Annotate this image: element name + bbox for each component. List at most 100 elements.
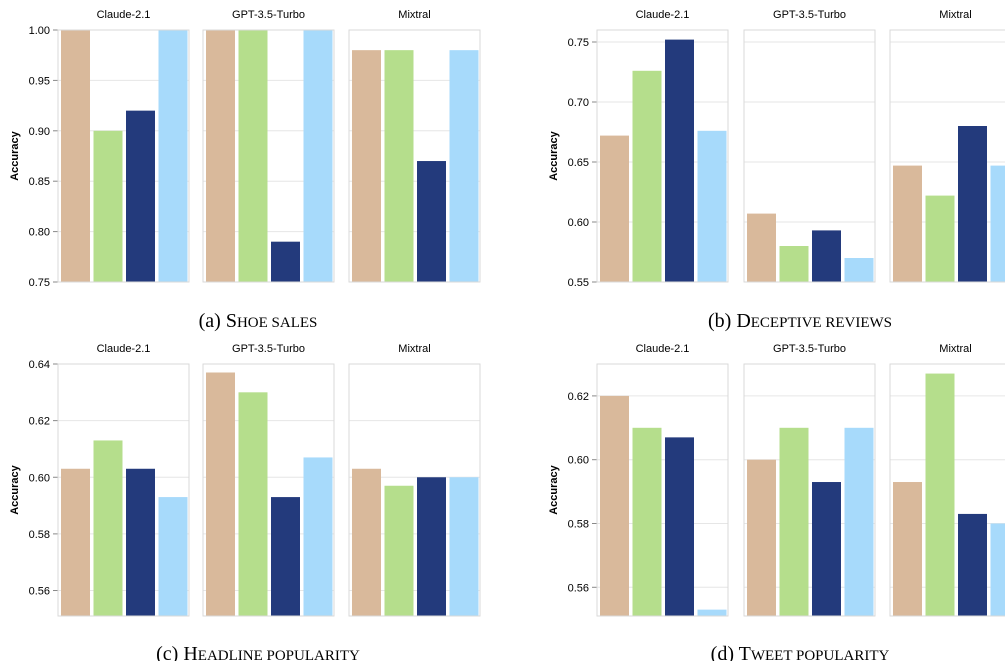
facet-title: GPT-3.5-Turbo <box>773 9 846 21</box>
y-tick-label: 0.62 <box>568 391 589 403</box>
facet-title: Mixtral <box>939 343 971 355</box>
bar <box>844 427 874 616</box>
y-axis-label: Accuracy <box>548 130 560 180</box>
bar <box>126 110 155 282</box>
y-tick-label: 0.60 <box>568 455 589 467</box>
bar <box>990 165 1005 282</box>
bar <box>747 213 776 282</box>
facet-2: Mixtral <box>348 9 481 283</box>
facet-frame <box>348 363 481 617</box>
facet-title: Claude-2.1 <box>97 9 151 21</box>
facet-frame <box>202 29 335 283</box>
facet-2: Mixtral <box>348 343 481 617</box>
facet-title: Claude-2.1 <box>636 9 690 21</box>
bar <box>893 482 922 616</box>
y-tick-label: 0.56 <box>568 582 589 594</box>
y-tick-label: 0.75 <box>568 37 589 49</box>
bar <box>303 457 333 616</box>
bar <box>925 195 955 282</box>
chart-panel-d: Accuracy 0.56 0.58 0.60 0.62 Claude-2.1 GPT-3.… <box>548 343 1005 661</box>
caption-label: (b) <box>708 310 731 332</box>
panel-caption: (c) HEADLINE POPULARITY <box>156 643 360 661</box>
y-axis-label: Accuracy <box>548 464 560 514</box>
facet-frame <box>202 363 335 617</box>
bar <box>93 440 123 616</box>
bar <box>925 373 955 616</box>
caption-label: (d) <box>711 643 734 661</box>
bar <box>126 468 155 616</box>
y-tick-label: 0.70 <box>568 97 589 109</box>
facet-0: Claude-2.1 <box>57 343 190 617</box>
bar <box>61 468 90 616</box>
facet-title: Claude-2.1 <box>97 343 151 355</box>
y-tick-label: 0.56 <box>29 586 50 598</box>
facet-title: GPT-3.5-Turbo <box>232 343 305 355</box>
bar <box>665 437 694 616</box>
y-tick-label: 0.62 <box>29 416 50 428</box>
facet-frame <box>889 29 1005 283</box>
caption-label: (a) <box>199 310 221 332</box>
facet-1: GPT-3.5-Turbo <box>202 9 335 283</box>
panel-caption: (b) DECEPTIVE REVIEWS <box>708 310 892 332</box>
bar <box>206 30 235 282</box>
caption-initial: H <box>183 643 197 661</box>
y-tick-label: 0.65 <box>568 157 589 169</box>
y-tick-label: 0.60 <box>568 217 589 229</box>
facet-frame <box>57 363 190 617</box>
caption-initial: D <box>736 310 750 332</box>
y-tick-label: 0.60 <box>29 472 50 484</box>
caption-rest: ECEPTIVE REVIEWS <box>751 315 892 331</box>
bar <box>449 50 479 282</box>
y-axis-label: Accuracy <box>9 464 21 514</box>
facet-title: GPT-3.5-Turbo <box>773 343 846 355</box>
y-axis-label: Accuracy <box>9 130 21 180</box>
bar <box>990 523 1005 616</box>
bar <box>958 126 987 282</box>
bar <box>206 372 235 616</box>
facet-2: Mixtral <box>889 343 1005 617</box>
bar <box>779 246 809 282</box>
facet-1: GPT-3.5-Turbo <box>743 9 876 283</box>
facet-1: GPT-3.5-Turbo <box>202 343 335 617</box>
caption-label: (c) <box>156 643 178 661</box>
y-tick-label: 1.00 <box>29 25 50 37</box>
bar <box>271 497 300 616</box>
bar <box>303 30 333 282</box>
bar <box>632 70 662 282</box>
bar <box>271 241 300 282</box>
caption-rest: HOE SALES <box>237 315 317 331</box>
caption-initial: S <box>226 310 237 332</box>
facet-frame <box>743 29 876 283</box>
bar <box>632 427 662 616</box>
bar <box>417 477 446 616</box>
bar <box>697 130 727 282</box>
facet-title: Mixtral <box>398 343 430 355</box>
facet-title: Mixtral <box>939 9 971 21</box>
bar <box>600 135 629 282</box>
bar <box>238 30 268 282</box>
bar <box>61 30 90 282</box>
facet-0: Claude-2.1 <box>596 9 729 283</box>
bar <box>844 258 874 282</box>
y-tick-label: 0.75 <box>29 277 50 289</box>
y-tick-label: 0.58 <box>29 529 50 541</box>
caption-rest: WEET POPULARITY <box>751 648 890 661</box>
facet-frame <box>596 363 729 617</box>
y-tick-label: 0.64 <box>29 359 50 371</box>
bar <box>697 609 727 616</box>
facet-frame <box>596 29 729 283</box>
bar <box>384 485 414 616</box>
bar <box>449 477 479 616</box>
bar <box>158 497 188 616</box>
bar <box>812 482 841 616</box>
bar <box>812 230 841 282</box>
bar <box>238 392 268 616</box>
y-tick-label: 0.85 <box>29 176 50 188</box>
chart-panel-c: Accuracy 0.56 0.58 0.60 0.62 0.64 Claude-2.1 GP… <box>9 343 481 661</box>
y-tick-label: 0.55 <box>568 277 589 289</box>
y-tick-label: 0.80 <box>29 227 50 239</box>
chart-panel-b: Accuracy 0.55 0.60 0.65 0.70 0.75 Claude-2.1 GP… <box>548 9 1005 332</box>
bar <box>600 395 629 616</box>
bar <box>352 50 381 282</box>
